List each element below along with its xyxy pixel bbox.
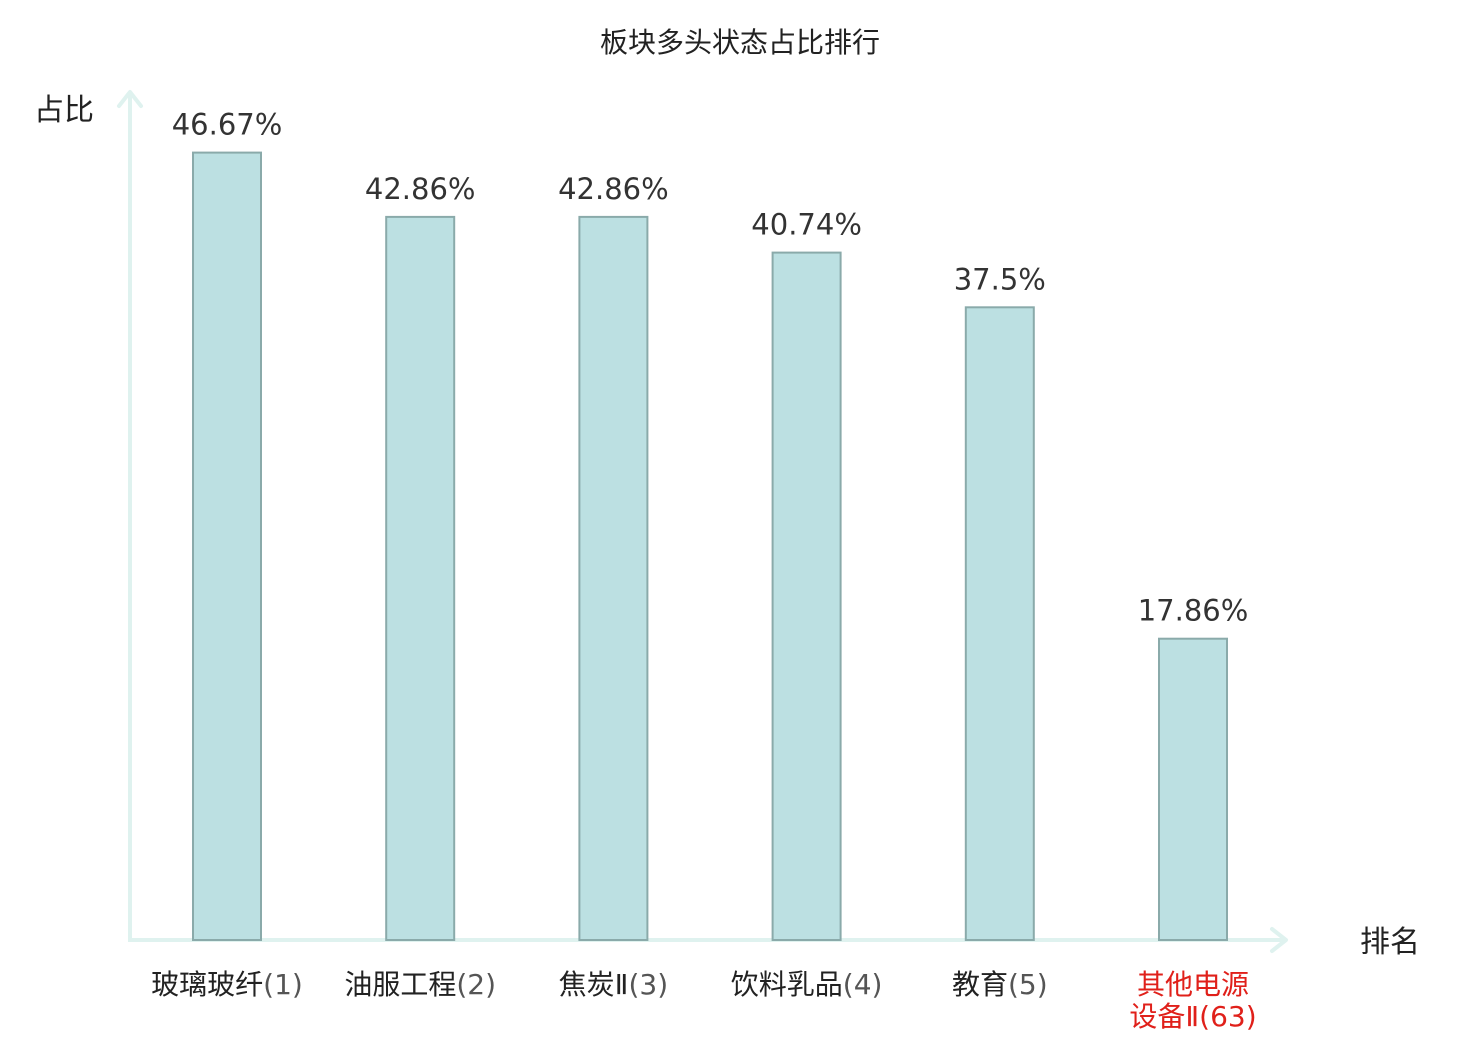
value-labels-group: 46.67% 42.86% 42.86% 40.74% 37.5% 17.86% [172, 108, 1249, 628]
bar-3 [578, 215, 649, 941]
bar-2 [385, 215, 456, 941]
axes [117, 90, 1288, 953]
value-label-4: 40.74% [751, 208, 862, 242]
category-label-3: 焦炭Ⅱ(3) [559, 968, 668, 1001]
value-label-2: 42.86% [365, 172, 476, 206]
category-label-2: 油服工程(2) [344, 968, 496, 1001]
chart-title: 板块多头状态占比排行 [600, 26, 880, 59]
y-axis-arrow-icon [117, 90, 143, 108]
bar-5 [964, 306, 1035, 941]
y-axis-label: 占比 [34, 93, 94, 128]
value-label-1: 46.67% [172, 108, 283, 142]
bar-6 [1158, 637, 1228, 941]
x-axis-arrow-icon [1270, 927, 1288, 953]
value-label-3: 42.86% [558, 172, 669, 206]
category-label-5: 教育(5) [952, 968, 1048, 1001]
bar-1 [192, 151, 262, 942]
bars-group [192, 151, 1228, 942]
category-label-1: 玻璃玻纤(1) [151, 968, 303, 1001]
category-label-6: 其他电源 [1137, 968, 1249, 1001]
value-label-5: 37.5% [954, 262, 1046, 296]
value-label-6: 17.86% [1138, 594, 1249, 628]
bar-4 [771, 251, 842, 942]
category-labels-group: 玻璃玻纤(1) 油服工程(2) 焦炭Ⅱ(3) 饮料乳品(4) 教育(5) 其他电源设备Ⅱ(… [151, 968, 1256, 1033]
category-label-6-line2: 设备Ⅱ(63) [1129, 1000, 1256, 1033]
x-axis-label: 排名 [1360, 925, 1420, 960]
category-label-4: 饮料乳品(4) [731, 968, 883, 1001]
